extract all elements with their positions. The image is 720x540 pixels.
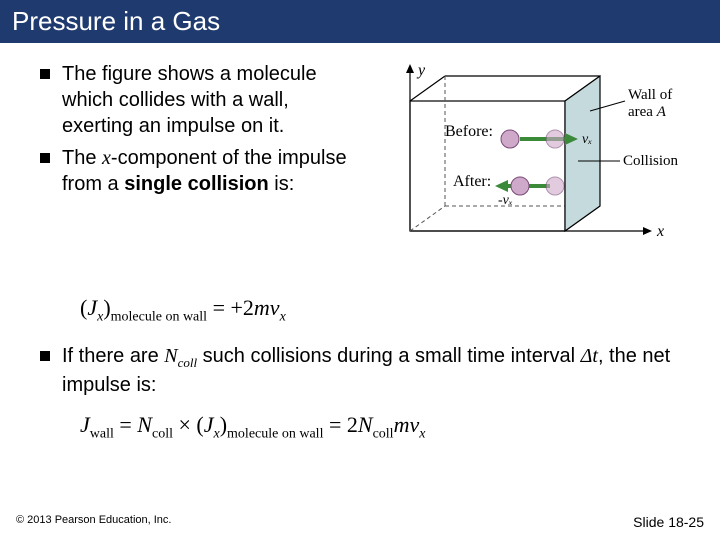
molecule-after bbox=[511, 177, 529, 195]
bullet-2-x: x bbox=[102, 147, 111, 169]
eq1-sign: +2 bbox=[230, 295, 253, 320]
eq1-vx: x bbox=[280, 309, 286, 324]
bullet-3-delta: Δ bbox=[581, 345, 593, 367]
eq2-eq2: = bbox=[323, 412, 346, 437]
eq2-J: J bbox=[80, 412, 90, 437]
eq2-vx: x bbox=[419, 427, 425, 442]
molecule-before bbox=[501, 130, 519, 148]
equation-1: (Jx)molecule on wall = +2mvx bbox=[80, 295, 690, 325]
eq2-N2sub: coll bbox=[373, 427, 394, 442]
eq1-m: m bbox=[254, 295, 270, 320]
eq2-Jsub: wall bbox=[90, 427, 114, 442]
eq1-eq: = bbox=[207, 295, 230, 320]
bullet-2: The x-component of the impulse from a si… bbox=[40, 145, 348, 197]
box-front bbox=[410, 101, 565, 231]
bullet-1: The figure shows a molecule which collid… bbox=[40, 61, 348, 139]
bullet-2-post: is: bbox=[269, 173, 295, 195]
before-label: Before: bbox=[445, 123, 493, 140]
vx-after: -vₓ bbox=[498, 193, 513, 208]
bullet-3: If there are Ncoll such collisions durin… bbox=[40, 343, 690, 398]
slide-number: Slide 18-25 bbox=[633, 514, 704, 530]
callout-collision: Collision bbox=[623, 153, 679, 169]
bullet-3-pre: If there are bbox=[62, 345, 164, 367]
eq2-N1: N bbox=[137, 412, 152, 437]
molecule-before-ghost bbox=[546, 130, 564, 148]
eq2-v: v bbox=[409, 412, 419, 437]
eq1-v: v bbox=[270, 295, 280, 320]
eq2-JxJ: J bbox=[204, 412, 214, 437]
box-dash-bl bbox=[410, 206, 445, 231]
eq2-m: m bbox=[394, 412, 410, 437]
bullet-list-1: The figure shows a molecule which collid… bbox=[40, 61, 348, 281]
bullet-3-Nsub: coll bbox=[178, 355, 198, 370]
arrow-after-head bbox=[495, 180, 508, 192]
bullet-2-bold: single collision bbox=[124, 173, 268, 195]
row-top: The figure shows a molecule which collid… bbox=[40, 61, 690, 281]
equation-2: Jwall = Ncoll × (Jx)molecule on wall = 2… bbox=[80, 412, 690, 442]
eq2-two: 2 bbox=[347, 412, 358, 437]
copyright: © 2013 Pearson Education, Inc. bbox=[16, 514, 171, 530]
y-axis-arrow bbox=[406, 64, 414, 73]
eq1-sub: molecule on wall bbox=[111, 309, 207, 324]
y-axis-label: y bbox=[416, 62, 426, 79]
molecule-after-ghost bbox=[546, 177, 564, 195]
bullet-list-2: If there are Ncoll such collisions durin… bbox=[40, 343, 690, 398]
box-edge-tl bbox=[410, 76, 445, 101]
bullet-3-N: N bbox=[164, 345, 177, 367]
bullet-3-mid: such collisions during a small time inte… bbox=[197, 345, 581, 367]
figure-svg: y x Before: bbox=[360, 61, 690, 276]
vx-before: vₓ bbox=[582, 132, 592, 147]
eq2-N1sub: coll bbox=[152, 427, 173, 442]
eq2-times: × bbox=[173, 412, 196, 437]
wall-face bbox=[565, 76, 600, 231]
title-bar: Pressure in a Gas bbox=[0, 0, 720, 43]
eq2-N2: N bbox=[358, 412, 373, 437]
eq1-J: J bbox=[87, 295, 97, 320]
content-area: The figure shows a molecule which collid… bbox=[0, 43, 720, 443]
eq1-close: ) bbox=[103, 295, 110, 320]
x-axis-label: x bbox=[656, 223, 664, 240]
x-axis-arrow bbox=[643, 227, 652, 235]
bullet-2-pre: The bbox=[62, 147, 102, 169]
callout-wall-l1: Wall of bbox=[628, 87, 672, 103]
eq2-eq1: = bbox=[114, 412, 137, 437]
eq2-molsub: molecule on wall bbox=[227, 427, 323, 442]
slide-title: Pressure in a Gas bbox=[12, 6, 220, 36]
bullet-1-text: The figure shows a molecule which collid… bbox=[62, 63, 317, 137]
eq2-pc: ) bbox=[220, 412, 227, 437]
after-label: After: bbox=[453, 173, 491, 190]
figure: y x Before: bbox=[360, 61, 690, 281]
callout-wall-l2: area A bbox=[628, 104, 667, 120]
eq2-po: ( bbox=[196, 412, 203, 437]
footer: © 2013 Pearson Education, Inc. Slide 18-… bbox=[16, 514, 704, 530]
